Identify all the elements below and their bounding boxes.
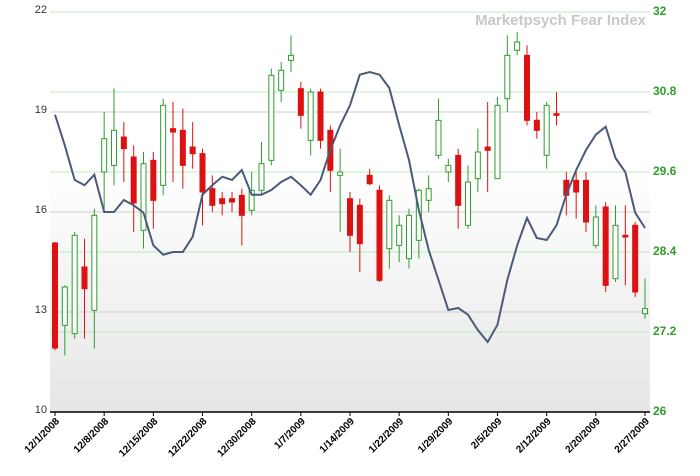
candle-body: [150, 159, 157, 201]
candle-body: [494, 104, 501, 180]
x-tick-label: 12/15/2008: [117, 416, 160, 459]
fear-index-line: [54, 70, 646, 344]
candle-body: [465, 181, 471, 226]
candle-body: [386, 199, 393, 250]
candle-body: [130, 156, 137, 204]
candle-body: [376, 189, 383, 281]
y2-tick-label: 26: [653, 404, 667, 418]
x-tick-label: 2/5/2009: [469, 416, 505, 452]
candle-body: [543, 104, 550, 156]
x-tick-label: 1/7/2009: [273, 416, 309, 452]
candle-body: [317, 91, 324, 141]
candle-body: [219, 198, 226, 205]
y2-tick-label: 32: [653, 4, 667, 18]
candle-body: [573, 179, 580, 193]
x-tick-label: 1/22/2009: [367, 416, 407, 456]
candle-body: [366, 174, 373, 185]
candle-body: [209, 188, 216, 206]
x-tick-label: 12/30/2008: [215, 416, 258, 459]
candle-body: [238, 194, 245, 216]
candle-body: [533, 119, 540, 131]
candle-body: [337, 171, 344, 176]
y-tick-label: 16: [35, 204, 47, 216]
candle-body: [61, 286, 68, 326]
candle-body: [229, 198, 235, 203]
chart-title: Marketpsych Fear Index: [475, 12, 647, 29]
candle-body: [415, 189, 422, 241]
candle-body: [484, 146, 491, 151]
x-tick-label: 12/8/2008: [72, 416, 112, 456]
candle-body: [258, 163, 265, 191]
candle-body: [297, 88, 304, 116]
x-tick-label: 12/1/2008: [23, 416, 63, 456]
candle-body: [288, 54, 294, 61]
y-tick-label: 13: [35, 304, 47, 316]
y2-tick-label: 30.8: [653, 84, 677, 98]
candle-body: [504, 54, 511, 100]
candle-body: [268, 74, 275, 161]
candle-body: [71, 234, 78, 335]
candle-body: [160, 104, 167, 186]
candle-body: [592, 216, 599, 246]
candle-body: [514, 41, 521, 51]
candle-body: [356, 204, 363, 245]
candle-body: [406, 214, 412, 260]
candle-body: [622, 234, 629, 238]
x-tick-label: 12/22/2008: [166, 416, 209, 459]
candle-body: [248, 189, 255, 211]
x-tick-label: 2/12/2009: [514, 416, 554, 456]
x-tick-label: 1/14/2009: [318, 416, 358, 456]
y2-tick-label: 29.6: [653, 164, 677, 178]
candle-body: [396, 224, 403, 246]
candle-body: [140, 163, 147, 231]
candle-body: [170, 128, 176, 133]
candle-body: [474, 151, 481, 180]
candle-body: [120, 136, 127, 150]
candle-body: [179, 129, 186, 166]
candle-body: [455, 154, 462, 206]
x-tick-label: 1/29/2009: [416, 416, 456, 456]
y2-tick-label: 27.2: [653, 324, 677, 338]
candle-body: [189, 146, 196, 155]
candle-body: [445, 164, 452, 173]
x-tick-label: 2/27/2009: [613, 416, 653, 456]
candle-body: [583, 179, 589, 223]
y-tick-label: 22: [35, 4, 47, 16]
candle-body: [52, 242, 58, 349]
candle-body: [642, 308, 648, 315]
candle-body: [91, 214, 98, 311]
y2-tick-label: 28.4: [653, 244, 677, 258]
x-tick-label: 2/20/2009: [564, 416, 604, 456]
candle-body: [435, 119, 442, 156]
candle-body: [612, 224, 619, 280]
candle-body: [553, 113, 560, 116]
candle-body: [81, 266, 88, 290]
candle-body: [602, 206, 609, 286]
candle-body: [199, 153, 206, 193]
candle-body: [632, 224, 639, 293]
candle-body: [524, 54, 530, 121]
candle-body: [111, 129, 117, 166]
y-tick-label: 19: [35, 104, 47, 116]
candle-body: [101, 138, 108, 173]
candle-body: [307, 91, 314, 141]
candle-body: [278, 69, 285, 91]
candle-body: [425, 188, 432, 201]
candle-body: [347, 198, 353, 236]
y-tick-label: 10: [35, 404, 47, 416]
